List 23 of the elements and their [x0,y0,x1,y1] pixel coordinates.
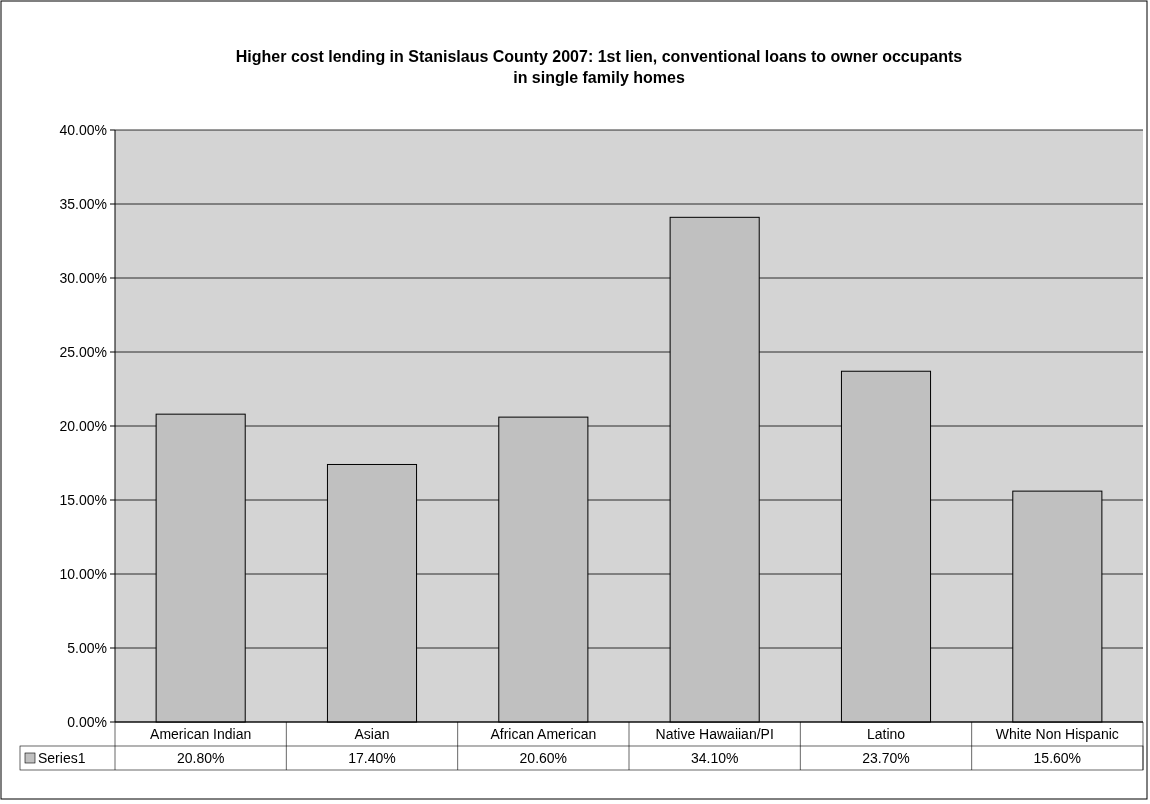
y-tick-label: 10.00% [59,565,107,582]
x-tick-label: American Indian [150,725,252,742]
y-tick-label: 0.00% [67,713,107,730]
x-tick-label: White Non Hispanic [995,725,1119,742]
x-tick-label: African American [490,725,597,742]
data-label: 34.10% [690,749,739,766]
data-label: 20.60% [519,749,568,766]
data-label: 17.40% [348,749,396,766]
y-tick-label: 20.00% [59,417,107,434]
chart-title: Higher cost lending in Stanislaus County 2007: 1st lien, conventional loans to owner occupants in single family homes [235,48,963,86]
data-label: 15.60% [1033,749,1082,766]
x-tick-label: Asian [354,725,390,742]
x-tick-label: Latino [866,725,906,742]
y-tick-label: 30.00% [59,269,107,286]
data-label: 23.70% [862,749,910,766]
y-tick-label: 5.00% [67,639,107,656]
y-tick-label: 35.00% [59,195,107,212]
legend-label: Series1 [38,749,86,766]
y-tick-label: 15.00% [59,491,107,508]
y-tick-label: 25.00% [59,343,107,360]
x-tick-label: Native Hawaiian/PI [655,725,774,742]
data-label: 20.80% [176,749,225,766]
y-tick-label: 40.00% [59,121,107,138]
